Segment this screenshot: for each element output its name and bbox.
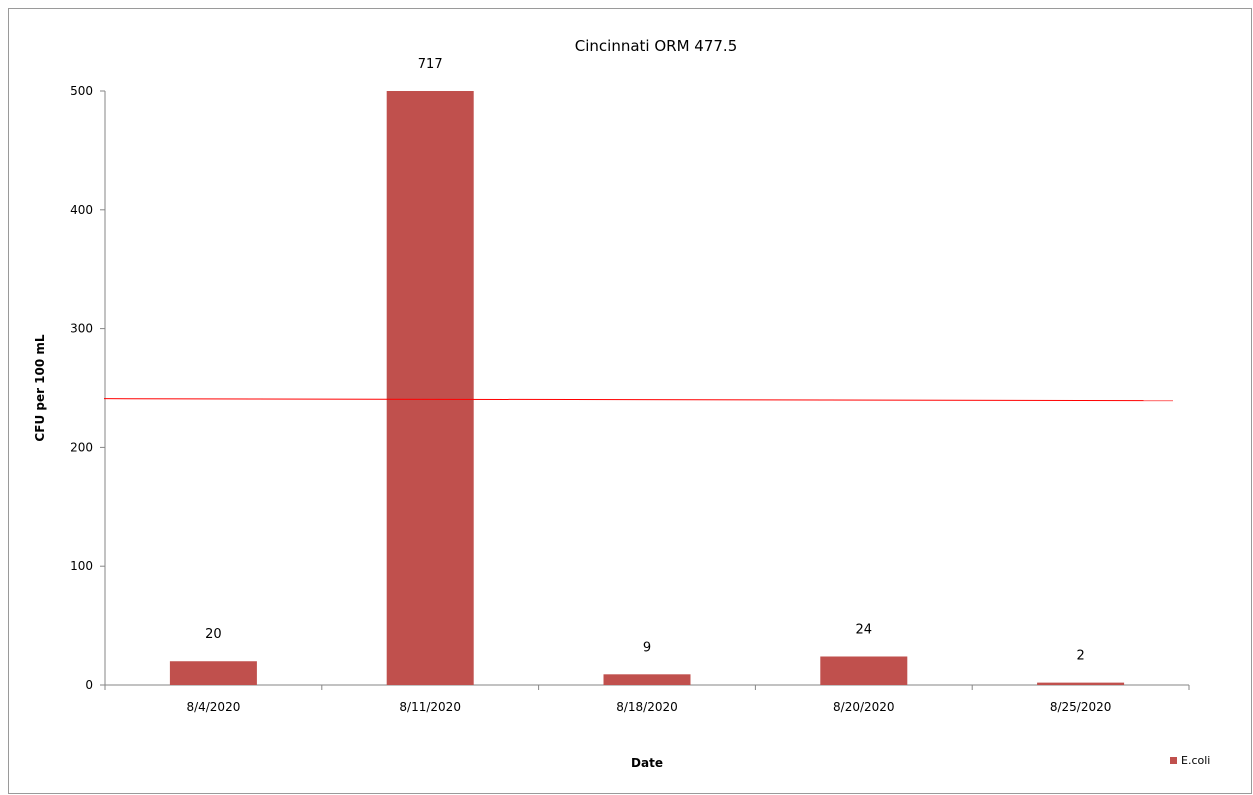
- x-axis-title: Date: [631, 756, 663, 770]
- reference-line: [103, 398, 1174, 402]
- y-tick-label: 300: [70, 322, 93, 336]
- y-axis: 0 100 200 300 400 500: [70, 84, 106, 692]
- legend-label-ecoli: E.coli: [1181, 754, 1210, 767]
- bar: [820, 656, 908, 685]
- bar: [1037, 682, 1125, 685]
- data-label: 717: [418, 57, 443, 72]
- y-tick-label: 200: [70, 440, 93, 454]
- legend-swatch-ecoli: [1170, 757, 1177, 764]
- bars: [169, 91, 1125, 685]
- y-axis-title: CFU per 100 mL: [33, 334, 47, 441]
- x-axis: 8/4/2020 8/11/2020 8/18/2020 8/20/2020 8/25/…: [104, 684, 1190, 714]
- y-tick-label: 100: [70, 559, 93, 573]
- data-label: 2: [1076, 649, 1084, 664]
- data-label: 20: [205, 627, 222, 642]
- data-labels: 20 717 9 24 2: [205, 57, 1085, 664]
- bar: [169, 661, 257, 685]
- y-tick-label: 500: [70, 84, 93, 98]
- x-tick-label: 8/11/2020: [399, 700, 461, 714]
- chart-title: Cincinnati ORM 477.5: [575, 37, 737, 55]
- bar: [603, 674, 691, 685]
- bar: [386, 91, 474, 685]
- data-label: 24: [856, 622, 873, 637]
- x-tick-label: 8/18/2020: [616, 700, 678, 714]
- legend: E.coli: [1170, 754, 1210, 767]
- y-tick-label: 400: [70, 203, 93, 217]
- x-tick-label: 8/25/2020: [1050, 700, 1112, 714]
- data-label: 9: [643, 640, 651, 655]
- x-tick-label: 8/4/2020: [186, 700, 240, 714]
- x-tick-label: 8/20/2020: [833, 700, 895, 714]
- y-tick-label: 0: [85, 678, 93, 692]
